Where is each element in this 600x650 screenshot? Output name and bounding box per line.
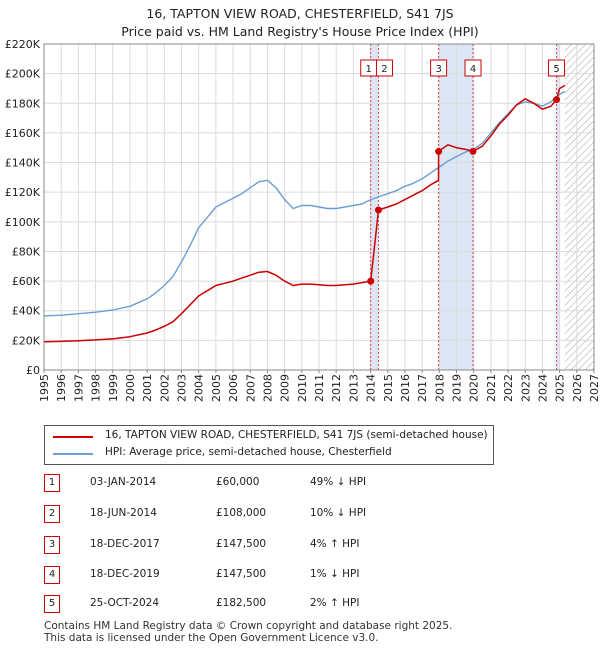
x-tick-label: 2000 <box>124 374 137 402</box>
x-tick-label: 2026 <box>571 374 584 402</box>
x-tick-label: 2020 <box>468 374 481 402</box>
sale-date: 03-JAN-2014 <box>90 476 157 488</box>
x-tick-label: 1995 <box>38 374 51 402</box>
y-tick-label: £220K <box>5 38 41 51</box>
sale-price: £182,500 <box>216 597 267 609</box>
legend-label-hpi: HPI: Average price, semi-detached house,… <box>105 446 392 458</box>
sale-hpi: 4% ↑ HPI <box>310 538 360 550</box>
sale-point-4 <box>469 147 477 155</box>
sale-point-1 <box>367 277 375 285</box>
sale-badge-label-5: 5 <box>553 64 559 75</box>
x-tick-label: 2022 <box>502 374 515 402</box>
sale-badge-label-2: 2 <box>381 64 387 75</box>
sale-point-2 <box>374 206 382 214</box>
sale-shaded-range <box>556 44 560 370</box>
y-tick-label: £140K <box>5 157 41 170</box>
y-tick-label: £160K <box>5 127 41 140</box>
x-tick-label: 2002 <box>158 374 171 402</box>
sale-price: £108,000 <box>216 507 267 519</box>
x-tick-label: 2016 <box>399 374 412 402</box>
sale-hpi: 49% ↓ HPI <box>310 476 367 488</box>
y-tick-label: £180K <box>5 97 41 110</box>
sale-date: 25-OCT-2024 <box>90 597 159 609</box>
x-tick-label: 2008 <box>261 374 274 402</box>
x-tick-label: 2018 <box>433 374 446 402</box>
sale-badge: 5 <box>44 595 60 613</box>
sale-price: £147,500 <box>216 568 267 580</box>
x-tick-label: 2019 <box>451 374 464 402</box>
x-tick-label: 1999 <box>107 374 120 402</box>
sale-hpi: 2% ↑ HPI <box>310 597 360 609</box>
y-tick-label: £0 <box>26 364 40 377</box>
sale-badge: 1 <box>44 474 60 492</box>
y-tick-label: £80K <box>12 245 41 258</box>
x-tick-label: 2025 <box>554 374 567 402</box>
footer-line-2: This data is licensed under the Open Gov… <box>44 632 379 644</box>
footer-line-1: Contains HM Land Registry data © Crown c… <box>44 620 453 632</box>
sale-badge-label-1: 1 <box>366 64 372 75</box>
legend-swatch-hpi <box>53 453 93 455</box>
x-tick-label: 2001 <box>141 374 154 402</box>
future-hatch-region <box>564 44 594 370</box>
y-tick-label: £120K <box>5 186 41 199</box>
sale-hpi: 1% ↓ HPI <box>310 568 360 580</box>
x-tick-label: 2023 <box>519 374 532 402</box>
y-tick-label: £20K <box>12 334 41 347</box>
sale-date: 18-JUN-2014 <box>90 507 157 519</box>
sale-point-3 <box>435 147 443 155</box>
x-tick-label: 2003 <box>176 374 189 402</box>
x-tick-label: 2011 <box>313 374 326 402</box>
sale-badge-box-2 <box>375 59 393 77</box>
sale-price: £60,000 <box>216 476 260 488</box>
x-tick-label: 2013 <box>347 374 360 402</box>
y-tick-label: £60K <box>12 275 41 288</box>
x-tick-label: 2006 <box>227 374 240 402</box>
x-tick-label: 1998 <box>90 374 103 402</box>
sale-price: £147,500 <box>216 538 267 550</box>
sale-badge-box-3 <box>430 59 448 77</box>
footer-attribution: Contains HM Land Registry data © Crown c… <box>44 620 452 644</box>
sale-badge-box-4 <box>464 59 482 77</box>
y-tick-label: £100K <box>5 216 41 229</box>
sale-point-5 <box>553 96 561 104</box>
x-tick-label: 2007 <box>244 374 257 402</box>
x-tick-label: 2017 <box>416 374 429 402</box>
x-tick-label: 2024 <box>536 374 549 402</box>
y-tick-label: £200K <box>5 68 41 81</box>
x-tick-label: 2005 <box>210 374 223 402</box>
sale-badge-label-4: 4 <box>470 64 476 75</box>
sale-badge-box-5 <box>548 59 566 77</box>
sale-badge: 3 <box>44 536 60 554</box>
x-tick-label: 2010 <box>296 374 309 402</box>
legend-label-price: 16, TAPTON VIEW ROAD, CHESTERFIELD, S41 … <box>105 429 488 441</box>
y-tick-label: £40K <box>12 305 41 318</box>
sale-hpi: 10% ↓ HPI <box>310 507 367 519</box>
sale-badge: 4 <box>44 566 60 584</box>
x-tick-label: 2027 <box>588 374 600 402</box>
chart-legend: 16, TAPTON VIEW ROAD, CHESTERFIELD, S41 … <box>44 425 494 465</box>
x-tick-label: 2004 <box>193 374 206 402</box>
legend-swatch-price <box>53 436 93 438</box>
sale-shaded-range <box>438 44 473 370</box>
x-tick-label: 2015 <box>382 374 395 402</box>
sale-shaded-range <box>370 44 379 370</box>
sale-badge: 2 <box>44 505 60 523</box>
hpi-line <box>43 90 566 317</box>
x-tick-label: 1996 <box>55 374 68 402</box>
x-tick-label: 2021 <box>485 374 498 402</box>
x-tick-label: 2012 <box>330 374 343 402</box>
chart-title-line1: 16, TAPTON VIEW ROAD, CHESTERFIELD, S41 … <box>146 6 454 21</box>
x-tick-label: 2014 <box>365 374 378 402</box>
sale-date: 18-DEC-2019 <box>90 568 160 580</box>
x-tick-label: 2009 <box>279 374 292 402</box>
price-paid-line <box>43 84 566 343</box>
sale-badge-label-3: 3 <box>435 64 441 75</box>
x-tick-label: 1997 <box>72 374 85 402</box>
chart-title-line2: Price paid vs. HM Land Registry's House … <box>121 24 479 39</box>
sale-date: 18-DEC-2017 <box>90 538 160 550</box>
